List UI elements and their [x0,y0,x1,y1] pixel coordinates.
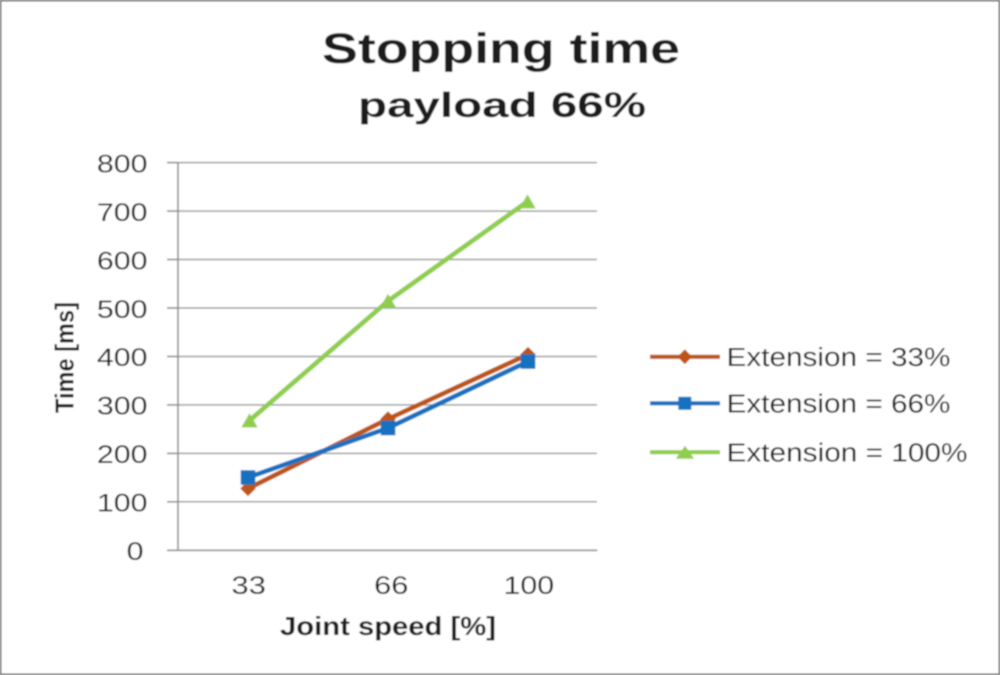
svg-text:Stopping time: Stopping time [322,25,680,73]
svg-text:200: 200 [97,441,148,469]
svg-text:payload 66%: payload 66% [358,86,646,125]
svg-text:700: 700 [97,199,148,227]
svg-text:33: 33 [232,572,266,600]
svg-text:Joint speed [%]: Joint speed [%] [280,611,496,641]
svg-text:Time [ms]: Time [ms] [50,302,80,413]
svg-text:800: 800 [97,150,148,178]
svg-text:Extension = 66%: Extension = 66% [727,391,951,419]
svg-text:600: 600 [97,247,148,275]
svg-text:100: 100 [97,490,148,518]
svg-text:100: 100 [504,572,555,600]
svg-text:66: 66 [374,572,408,600]
svg-text:500: 500 [97,296,148,324]
svg-text:400: 400 [97,344,148,372]
svg-text:Extension = 33%: Extension = 33% [727,344,951,372]
svg-text:300: 300 [97,393,148,421]
svg-text:0: 0 [127,538,144,566]
svg-text:Extension = 100%: Extension = 100% [727,439,968,467]
